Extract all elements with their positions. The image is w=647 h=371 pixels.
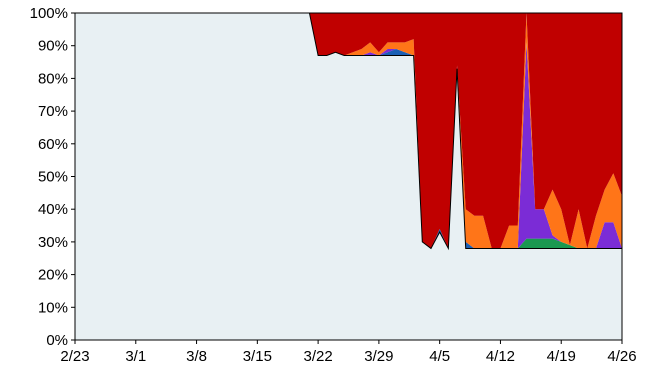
x-tick-label: 3/8 <box>186 348 207 365</box>
area-series-0 <box>75 13 622 340</box>
plot-area <box>74 12 623 341</box>
x-tick-label: 3/1 <box>125 348 146 365</box>
x-tick-label: 4/5 <box>429 348 450 365</box>
x-axis: 2/23 3/1 3/8 3/15 3/22 3/29 4/5 4/12 4/19 4/26 <box>60 340 637 365</box>
x-tick-label: 4/19 <box>547 348 576 365</box>
y-tick-label: 80% <box>38 70 68 87</box>
y-tick-label: 40% <box>38 201 68 218</box>
x-tick-label: 4/12 <box>486 348 515 365</box>
x-tick-label: 3/15 <box>243 348 272 365</box>
y-tick-label: 30% <box>38 234 68 251</box>
x-tick-label: 2/23 <box>60 348 89 365</box>
y-tick-label: 100% <box>30 5 68 22</box>
y-tick-label: 50% <box>38 169 68 186</box>
x-tick-label: 4/26 <box>607 348 636 365</box>
y-tick-label: 10% <box>38 299 68 316</box>
y-tick-label: 60% <box>38 136 68 153</box>
y-tick-label: 90% <box>38 38 68 55</box>
area-series-5 <box>75 13 622 249</box>
y-tick-label: 20% <box>38 267 68 284</box>
y-tick-label: 70% <box>38 103 68 120</box>
x-tick-label: 3/22 <box>304 348 333 365</box>
x-tick-label: 3/29 <box>364 348 393 365</box>
y-tick-label: 0% <box>46 332 68 349</box>
y-axis: 0% 10% 20% 30% 40% 50% 60% 70% 80% 90% 100% <box>30 5 75 349</box>
